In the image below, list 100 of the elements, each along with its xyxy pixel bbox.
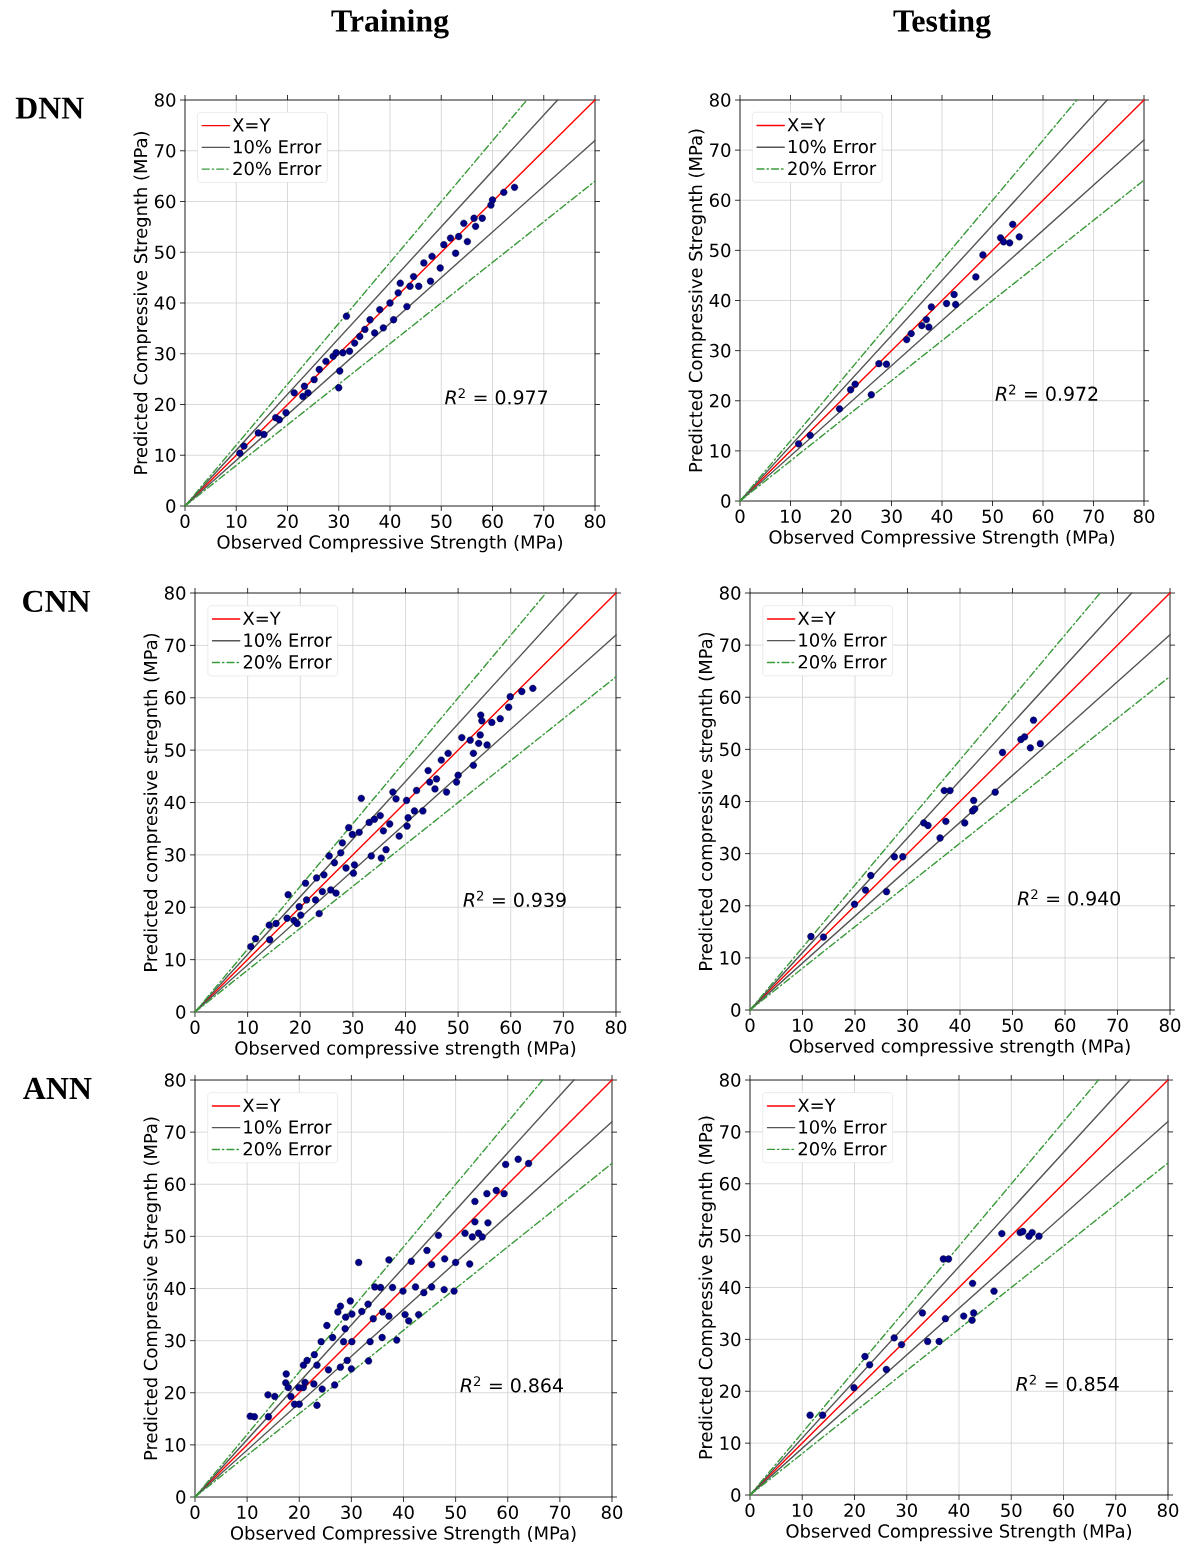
x-tick-label: 40 xyxy=(931,509,953,524)
x-tick-label: 20 xyxy=(290,1020,311,1035)
y-tick-label: 0 xyxy=(176,1005,186,1019)
y-tick-label: 10 xyxy=(720,1436,741,1450)
y-tick-label: 10 xyxy=(165,1438,186,1452)
y-tick-label: 50 xyxy=(720,1228,741,1243)
y-tick-label: 30 xyxy=(165,848,186,862)
legend-label: 10% Error xyxy=(244,633,332,647)
y-tick-label: 40 xyxy=(164,1281,186,1296)
y-tick-label: 70 xyxy=(720,1125,741,1139)
y-tick-label: 40 xyxy=(719,794,741,809)
x-tick-label: 0 xyxy=(190,1020,200,1035)
y-tick-label: 70 xyxy=(165,1125,186,1139)
x-tick-label: 40 xyxy=(379,514,401,529)
x-tick-label: 70 xyxy=(549,1505,571,1520)
y-tick-label: 10 xyxy=(710,444,731,458)
x-tick-label: 80 xyxy=(1133,509,1155,524)
legend-label: 10% Error xyxy=(244,1120,332,1134)
y-tick-label: 60 xyxy=(709,193,731,208)
legend-label: X=Y xyxy=(797,611,836,625)
y-tick-label: 40 xyxy=(154,296,176,310)
chart-title: Testing xyxy=(893,9,991,39)
y-tick-label: 80 xyxy=(709,93,731,107)
x-tick-label: 0 xyxy=(745,1503,755,1518)
x-tick-label: 50 xyxy=(448,1020,469,1035)
legend-label: 20% Error xyxy=(233,161,322,176)
legend-label: 10% Error xyxy=(799,633,887,647)
y-tick-label: 20 xyxy=(719,1384,741,1399)
text: CNN xyxy=(23,590,91,613)
y-tick-label: 20 xyxy=(709,393,731,408)
legend-label: 10% Error xyxy=(788,139,877,154)
y-tick-label: 80 xyxy=(164,586,186,600)
annotation: R$^{2}$ = 0.940 xyxy=(1017,889,1120,906)
y-tick-label: 20 xyxy=(719,898,741,913)
x-tick-label: 30 xyxy=(328,514,349,529)
legend-label: 20% Error xyxy=(788,161,877,176)
legend-label: X=Y xyxy=(787,118,826,132)
x-tick-label: 10 xyxy=(793,1018,813,1033)
y-tick-label: 10 xyxy=(165,952,186,967)
y-axis-title: Predicted Compressive Stregnth (MPa) xyxy=(688,129,706,472)
annotation: R$^{2}$ = 0.977 xyxy=(445,388,548,405)
legend-label: 10% Error xyxy=(799,1120,887,1134)
y-axis-title: Predicted Compressive Stregnth (MPa) xyxy=(698,1116,716,1459)
x-tick-label: 70 xyxy=(553,1020,574,1035)
legend-label: X=Y xyxy=(232,118,271,132)
y-tick-label: 0 xyxy=(176,1490,186,1504)
y-tick-label: 70 xyxy=(720,638,741,652)
x-axis-title: Observed Compressive Strength (MPa) xyxy=(230,1525,576,1544)
y-tick-label: 0 xyxy=(731,1488,741,1502)
x-tick-label: 50 xyxy=(1002,1018,1023,1033)
legend-label: 20% Error xyxy=(243,655,332,669)
x-tick-label: 80 xyxy=(605,1020,627,1035)
y-tick-label: 30 xyxy=(155,346,176,361)
x-tick-label: 60 xyxy=(1054,1018,1076,1033)
annotation: R$^{2}$ = 0.864 xyxy=(460,1376,563,1393)
x-tick-label: 70 xyxy=(1083,509,1104,524)
x-tick-label: 50 xyxy=(431,514,452,529)
x-tick-label: 50 xyxy=(1001,1503,1022,1518)
y-tick-label: 70 xyxy=(165,638,186,653)
x-tick-label: 20 xyxy=(277,514,298,529)
y-tick-label: 80 xyxy=(719,586,741,600)
y-tick-label: 60 xyxy=(154,194,176,209)
legend-label: 20% Error xyxy=(798,1141,887,1156)
x-tick-label: 30 xyxy=(896,1503,917,1518)
x-tick-label: 60 xyxy=(497,1505,518,1520)
x-tick-label: 40 xyxy=(394,1020,416,1035)
x-tick-label: 20 xyxy=(830,509,852,524)
x-tick-label: 80 xyxy=(584,514,606,529)
legend-label: 10% Error xyxy=(234,139,322,154)
y-tick-label: 50 xyxy=(720,742,741,757)
y-tick-label: 50 xyxy=(165,1229,186,1244)
y-tick-label: 10 xyxy=(155,448,176,463)
y-tick-label: 60 xyxy=(719,1176,741,1191)
x-tick-label: 10 xyxy=(237,1505,258,1520)
y-tick-label: 20 xyxy=(154,397,176,412)
y-tick-label: 70 xyxy=(710,143,731,157)
x-tick-label: 20 xyxy=(844,1018,866,1033)
y-tick-label: 20 xyxy=(164,900,186,915)
y-tick-label: 40 xyxy=(719,1280,741,1295)
legend-label: 20% Error xyxy=(243,1142,332,1156)
annotation: R$^{2}$ = 0.939 xyxy=(463,890,566,908)
y-axis-title: Predicted Compressive Stregnth (MPa) xyxy=(133,132,151,474)
x-tick-label: 10 xyxy=(781,509,801,524)
text: ANN xyxy=(23,1077,92,1099)
x-tick-label: 80 xyxy=(1157,1503,1179,1518)
x-tick-label: 0 xyxy=(190,1505,200,1520)
legend-label: X=Y xyxy=(797,1098,836,1112)
y-tick-label: 80 xyxy=(164,1073,186,1087)
y-tick-label: 0 xyxy=(731,1003,741,1017)
y-tick-label: 60 xyxy=(164,1177,186,1192)
legend-label: X=Y xyxy=(242,611,281,625)
y-axis-title: Predicted compressive stregnth (MPa) xyxy=(698,632,716,970)
y-tick-label: 40 xyxy=(164,795,186,810)
y-tick-label: 50 xyxy=(165,743,186,757)
x-tick-label: 50 xyxy=(445,1505,466,1520)
x-tick-label: 20 xyxy=(844,1503,865,1518)
x-tick-label: 40 xyxy=(392,1505,414,1520)
x-axis-title: Observed Compressive Strength (MPa) xyxy=(217,534,563,553)
y-tick-label: 0 xyxy=(166,499,176,513)
x-tick-label: 10 xyxy=(226,514,247,529)
